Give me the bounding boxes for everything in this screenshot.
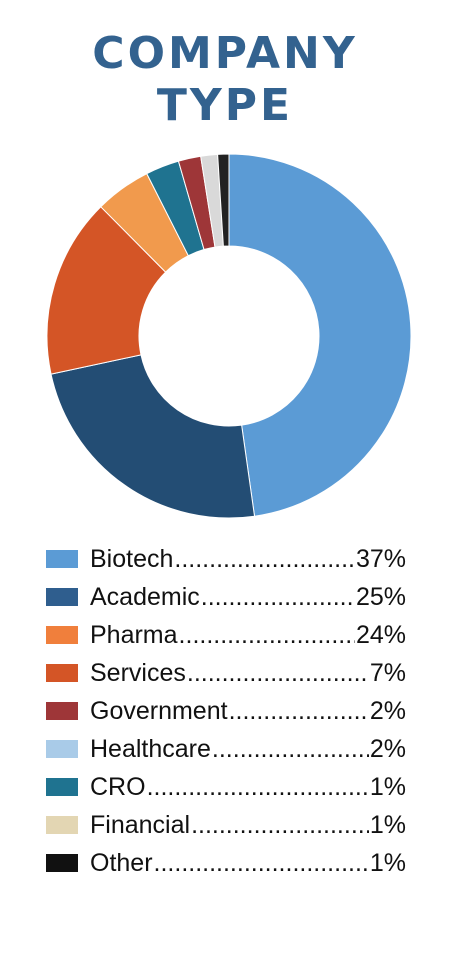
legend-dot-leader <box>212 735 369 764</box>
legend-percent: 37% <box>355 544 406 573</box>
legend-swatch <box>46 816 78 834</box>
legend-dot-leader <box>201 583 355 612</box>
chart-title: COMPANY TYPE <box>0 28 450 132</box>
legend-percent: 1% <box>369 848 406 877</box>
legend: Biotech 37% Academic 25% Pharma 24% Services 7%… <box>46 540 406 882</box>
legend-label: Healthcare <box>90 734 211 763</box>
legend-dot-leader <box>229 697 369 726</box>
legend-swatch <box>46 702 78 720</box>
legend-item-pharma: Pharma 24% <box>46 616 406 654</box>
legend-swatch <box>46 550 78 568</box>
legend-item-biotech: Biotech 37% <box>46 540 406 578</box>
legend-dot-leader <box>179 621 355 650</box>
legend-dot-leader <box>174 545 355 574</box>
legend-swatch <box>46 778 78 796</box>
legend-percent: 7% <box>369 658 406 687</box>
legend-swatch <box>46 588 78 606</box>
legend-dot-leader <box>191 811 369 840</box>
donut-slice-services <box>46 206 167 375</box>
donut-chart <box>46 153 412 519</box>
legend-percent: 1% <box>369 772 406 801</box>
legend-label: Government <box>90 696 228 725</box>
legend-percent: 25% <box>355 582 406 611</box>
legend-swatch <box>46 664 78 682</box>
legend-item-academic: Academic 25% <box>46 578 406 616</box>
legend-percent: 2% <box>369 734 406 763</box>
legend-label: Academic <box>90 582 200 611</box>
legend-item-other: Other 1% <box>46 844 406 882</box>
legend-dot-leader <box>147 773 369 802</box>
legend-item-cro: CRO 1% <box>46 768 406 806</box>
legend-swatch <box>46 854 78 872</box>
legend-percent: 2% <box>369 696 406 725</box>
legend-label: Biotech <box>90 544 174 573</box>
legend-percent: 1% <box>369 810 406 839</box>
legend-percent: 24% <box>355 620 406 649</box>
legend-item-government: Government 2% <box>46 692 406 730</box>
legend-dot-leader <box>187 659 369 688</box>
donut-slice-academic <box>50 354 256 519</box>
legend-label: Other <box>90 848 153 877</box>
legend-dot-leader <box>154 849 369 878</box>
legend-label: CRO <box>90 772 146 801</box>
legend-item-financial: Financial 1% <box>46 806 406 844</box>
donut-slice-other <box>217 153 230 247</box>
legend-label: Pharma <box>90 620 178 649</box>
legend-label: Financial <box>90 810 191 839</box>
legend-item-healthcare: Healthcare 2% <box>46 730 406 768</box>
chart-title-line-2: TYPE <box>156 80 294 131</box>
legend-label: Services <box>90 658 186 687</box>
chart-title-line-1: COMPANY <box>92 28 358 79</box>
legend-item-services: Services 7% <box>46 654 406 692</box>
donut-slice-biotech <box>228 153 412 517</box>
legend-swatch <box>46 740 78 758</box>
legend-swatch <box>46 626 78 644</box>
